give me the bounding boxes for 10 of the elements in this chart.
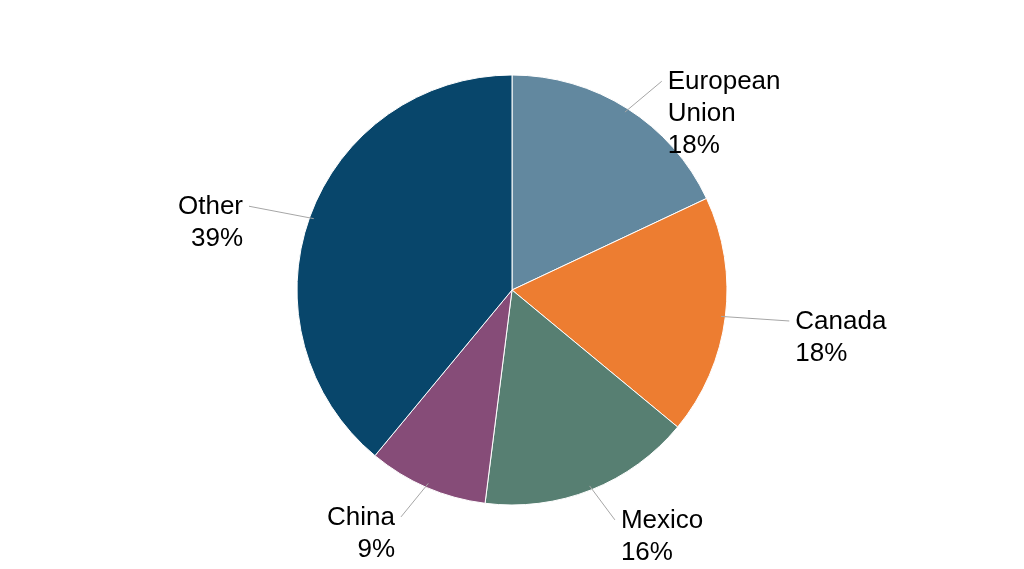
data-label: 39% <box>190 222 244 253</box>
slice-label: Mexico <box>620 503 704 534</box>
slice-label: Canada <box>795 304 887 335</box>
slice-label: European Union <box>667 65 781 128</box>
data-label: 18% <box>795 336 848 367</box>
slice-label: Other <box>177 190 244 221</box>
data-label: 18% <box>667 129 720 160</box>
data-label: 16% <box>620 535 673 566</box>
slice-label: China <box>327 500 396 531</box>
data-label: 9% <box>357 532 395 563</box>
